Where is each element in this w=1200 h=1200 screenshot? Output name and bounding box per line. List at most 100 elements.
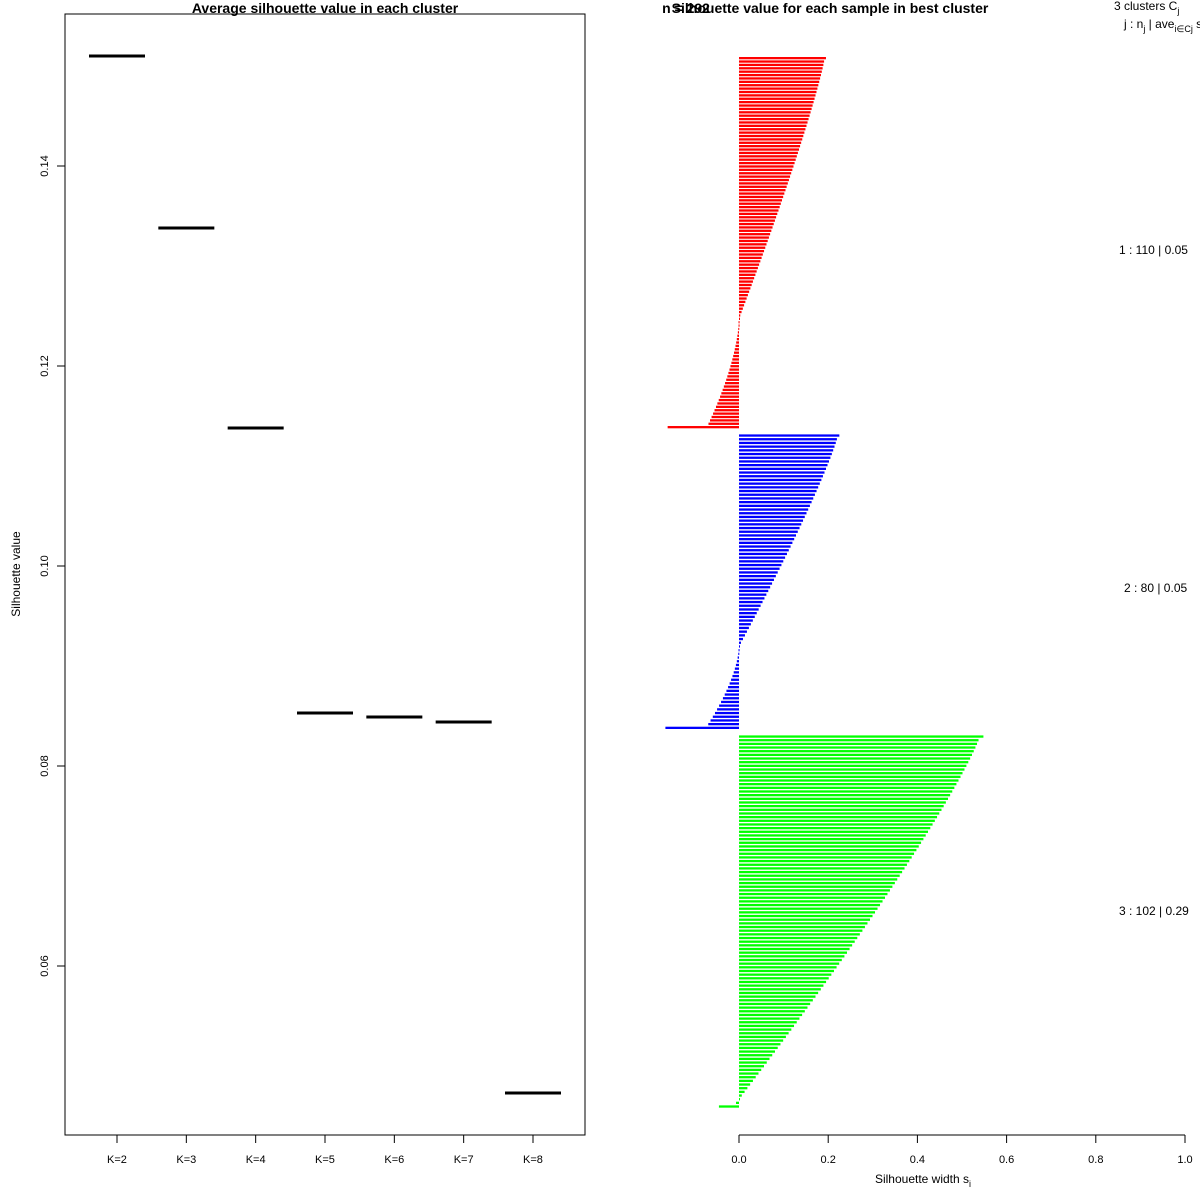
silhouette-bar-c1 [739, 260, 761, 263]
silhouette-bar-c3 [739, 1054, 773, 1057]
silhouette-bar-c1 [739, 185, 787, 188]
silhouette-bar-c1 [739, 80, 820, 83]
silhouette-bar-c3 [739, 779, 959, 782]
silhouette-bar-c3 [739, 881, 895, 885]
silhouette-bar-c2 [732, 674, 739, 678]
silhouette-bar-c3 [739, 1028, 792, 1031]
right-chart-title: Silhouette value for each sample in best… [672, 0, 989, 16]
left-x-tick-label: K=4 [246, 1154, 266, 1166]
cluster-2-bars [665, 434, 840, 729]
silhouette-bar-c3 [739, 1076, 756, 1079]
silhouette-bar-c3 [739, 823, 933, 826]
silhouette-bar-c3 [739, 889, 890, 892]
silhouette-bar-c2 [739, 575, 776, 578]
silhouette-bar-c1 [734, 348, 739, 351]
right-x-tick-label: 1.0 [1177, 1154, 1192, 1166]
silhouette-bar-c3 [739, 786, 955, 789]
silhouette-bar-c2 [739, 434, 840, 437]
silhouette-bar-c3 [739, 739, 979, 742]
silhouette-bar-c2 [739, 523, 802, 526]
silhouette-bar-c1 [739, 101, 814, 104]
silhouette-bar-c3 [739, 841, 922, 844]
silhouette-bar-c2 [739, 497, 814, 500]
silhouette-bar-c1 [739, 293, 748, 297]
silhouette-bar-c2 [739, 623, 751, 626]
silhouette-bar-c1 [731, 361, 739, 364]
left-x-tick-label: K=2 [107, 1154, 127, 1166]
legend-header-line1: 3 clusters Cj [1114, 0, 1179, 16]
right-x-axis-label: Silhouette width si [875, 1172, 971, 1189]
silhouette-bar-c1 [730, 365, 739, 368]
silhouette-bar-c1 [739, 168, 793, 172]
silhouette-bar-c1 [739, 307, 743, 310]
silhouette-bar-c1 [739, 273, 756, 276]
silhouette-bar-c2 [739, 589, 769, 593]
cluster-1-summary: 1 : 110 | 0.05 [1119, 243, 1188, 257]
silhouette-bar-c3 [739, 801, 946, 804]
silhouette-bar-c3 [739, 988, 821, 991]
silhouette-bar-c3 [739, 848, 917, 852]
silhouette-bar-c1 [739, 141, 802, 144]
silhouette-bar-c2 [739, 593, 767, 596]
silhouette-bar-c1 [739, 94, 816, 97]
silhouette-bar-c2 [735, 663, 739, 667]
left-x-tick-label: K=5 [315, 1154, 335, 1166]
silhouette-bar-c2 [712, 715, 739, 718]
silhouette-bar-c2 [739, 541, 793, 544]
silhouette-bar-c2 [739, 504, 810, 507]
silhouette-bar-c3 [739, 1043, 781, 1046]
silhouette-bar-c1 [739, 216, 777, 219]
silhouette-bar-c1 [720, 395, 739, 398]
silhouette-bar-c2 [710, 719, 739, 722]
silhouette-bar-c1 [739, 77, 821, 80]
silhouette-bar-c2 [736, 660, 739, 663]
silhouette-bar-c2 [739, 508, 809, 511]
left-x-tick-label: K=6 [384, 1154, 404, 1166]
silhouette-bar-c1 [710, 419, 739, 422]
silhouette-bar-c2 [721, 700, 739, 704]
silhouette-bar-c3 [739, 761, 969, 764]
left-chart-title: Average silhouette value in each cluster [192, 0, 459, 16]
silhouette-bar-c2 [728, 686, 739, 689]
silhouette-bar-c2 [722, 697, 739, 700]
silhouette-bar-c3 [739, 790, 953, 793]
silhouette-bar-c2 [665, 726, 739, 729]
silhouette-bar-c3 [739, 885, 893, 888]
right-x-tick-label: 0.4 [910, 1154, 925, 1166]
silhouette-bar-c1 [739, 70, 822, 73]
silhouette-bar-c1 [739, 226, 773, 229]
silhouette-bar-c3 [739, 1094, 742, 1097]
silhouette-bar-c3 [739, 735, 984, 738]
silhouette-bar-c3 [739, 980, 827, 984]
silhouette-bar-c3 [739, 922, 868, 925]
silhouette-bar-c2 [739, 445, 835, 448]
silhouette-bar-c3 [739, 1013, 803, 1017]
silhouette-bar-c3 [739, 995, 816, 998]
silhouette-bar-c3 [739, 973, 832, 976]
left-y-axis-label: Silhouette value [9, 531, 23, 617]
silhouette-bar-c3 [739, 991, 819, 995]
silhouette-bar-c2 [739, 478, 822, 482]
silhouette-bar-c2 [739, 512, 807, 515]
silhouette-bar-c3 [739, 805, 944, 808]
silhouette-bar-c1 [739, 300, 746, 304]
silhouette-bar-c1 [736, 341, 739, 344]
silhouette-bar-c2 [739, 582, 773, 585]
silhouette-bar-c1 [734, 351, 739, 354]
right-x-axis-label-text: Silhouette width s [875, 1172, 969, 1186]
silhouette-bar-c2 [739, 645, 740, 648]
silhouette-bar-c1 [739, 253, 763, 256]
silhouette-bar-c1 [739, 73, 821, 77]
silhouette-bar-c3 [739, 874, 900, 877]
silhouette-bar-c3 [739, 1006, 808, 1009]
silhouette-bar-c3 [739, 870, 903, 874]
silhouette-bar-c1 [739, 67, 823, 70]
silhouette-bar-c2 [739, 619, 753, 622]
silhouette-bar-c1 [739, 199, 782, 202]
silhouette-bar-c3 [739, 947, 850, 951]
silhouette-bar-c3 [739, 863, 907, 866]
legend-header-line2: j : nj | avei∈Cj s [1123, 17, 1200, 34]
silhouette-bar-c3 [739, 958, 842, 962]
silhouette-bar-c2 [739, 456, 831, 459]
silhouette-bar-c3 [739, 1039, 784, 1042]
